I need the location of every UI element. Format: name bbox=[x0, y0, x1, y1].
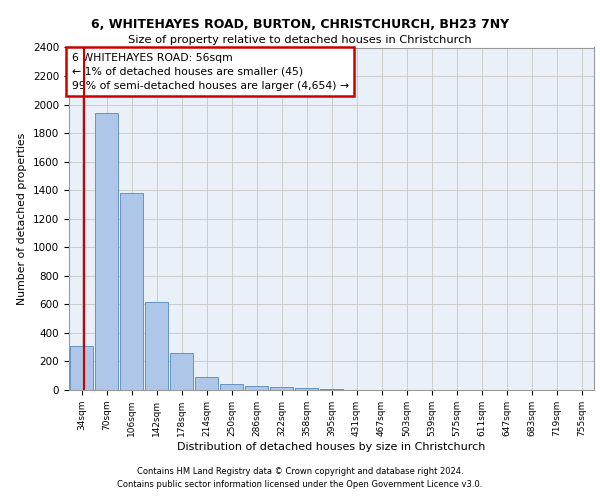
Bar bbox=[195, 377, 218, 390]
Y-axis label: Number of detached properties: Number of detached properties bbox=[17, 132, 28, 305]
Bar bbox=[120, 193, 143, 390]
Text: Size of property relative to detached houses in Christchurch: Size of property relative to detached ho… bbox=[128, 35, 472, 45]
Bar bbox=[145, 302, 168, 390]
Bar bbox=[220, 384, 243, 390]
Bar bbox=[70, 346, 93, 390]
Bar bbox=[245, 386, 268, 390]
Text: 6 WHITEHAYES ROAD: 56sqm
← 1% of detached houses are smaller (45)
99% of semi-de: 6 WHITEHAYES ROAD: 56sqm ← 1% of detache… bbox=[71, 52, 349, 90]
Bar bbox=[95, 113, 118, 390]
Bar bbox=[295, 388, 318, 390]
Bar bbox=[270, 387, 293, 390]
Text: 6, WHITEHAYES ROAD, BURTON, CHRISTCHURCH, BH23 7NY: 6, WHITEHAYES ROAD, BURTON, CHRISTCHURCH… bbox=[91, 18, 509, 30]
Bar bbox=[170, 353, 193, 390]
Text: Contains HM Land Registry data © Crown copyright and database right 2024.: Contains HM Land Registry data © Crown c… bbox=[137, 467, 463, 476]
X-axis label: Distribution of detached houses by size in Christchurch: Distribution of detached houses by size … bbox=[178, 442, 485, 452]
Text: Contains public sector information licensed under the Open Government Licence v3: Contains public sector information licen… bbox=[118, 480, 482, 489]
